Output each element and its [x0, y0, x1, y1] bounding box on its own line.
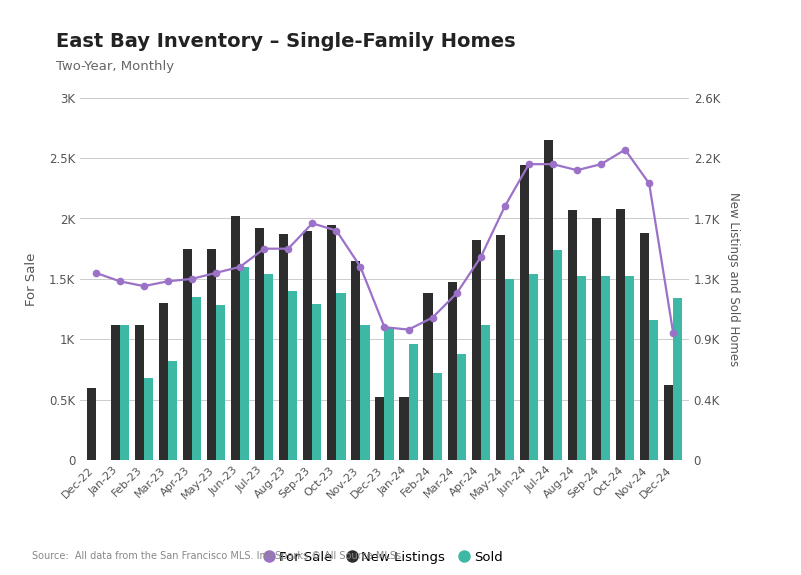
Text: Two-Year, Monthly: Two-Year, Monthly: [56, 60, 174, 74]
Bar: [231, 216, 240, 460]
Bar: [303, 231, 312, 460]
Bar: [472, 240, 481, 460]
Bar: [625, 277, 634, 460]
Bar: [360, 325, 369, 460]
Bar: [216, 305, 225, 460]
Bar: [568, 210, 577, 460]
Bar: [135, 325, 144, 460]
Bar: [376, 397, 384, 460]
Bar: [400, 397, 409, 460]
Bar: [640, 233, 649, 460]
Bar: [352, 261, 360, 460]
Bar: [264, 274, 273, 460]
Bar: [592, 218, 601, 460]
Bar: [183, 248, 192, 460]
Bar: [255, 228, 264, 460]
Bar: [553, 250, 562, 460]
Bar: [673, 298, 682, 460]
Bar: [448, 282, 457, 460]
Bar: [120, 325, 129, 460]
Y-axis label: New Listings and Sold Homes: New Listings and Sold Homes: [727, 191, 739, 366]
Bar: [433, 373, 441, 460]
Bar: [312, 304, 321, 460]
Y-axis label: For Sale: For Sale: [25, 252, 38, 305]
Bar: [481, 325, 490, 460]
Bar: [529, 274, 538, 460]
Bar: [384, 327, 393, 460]
Bar: [192, 297, 201, 460]
Bar: [87, 388, 96, 460]
Bar: [279, 234, 288, 460]
Bar: [111, 325, 120, 460]
Bar: [409, 344, 417, 460]
Bar: [505, 279, 514, 460]
Bar: [649, 320, 658, 460]
Bar: [240, 267, 249, 460]
Bar: [520, 166, 529, 460]
Bar: [336, 293, 345, 460]
Bar: [144, 378, 153, 460]
Bar: [457, 354, 466, 460]
Bar: [616, 209, 625, 460]
Bar: [601, 277, 610, 460]
Legend: For Sale, New Listings, Sold: For Sale, New Listings, Sold: [260, 545, 509, 569]
Text: East Bay Inventory – Single-Family Homes: East Bay Inventory – Single-Family Homes: [56, 32, 516, 51]
Bar: [577, 277, 586, 460]
Bar: [159, 303, 168, 460]
Bar: [544, 140, 553, 460]
Bar: [328, 225, 336, 460]
Bar: [168, 361, 177, 460]
Bar: [664, 385, 673, 460]
Bar: [207, 248, 216, 460]
Bar: [288, 291, 297, 460]
Bar: [496, 235, 505, 460]
Bar: [424, 293, 433, 460]
Text: Source:  All data from the San Francisco MLS. InfoSparks © All Source MLSs: Source: All data from the San Francisco …: [32, 551, 401, 561]
